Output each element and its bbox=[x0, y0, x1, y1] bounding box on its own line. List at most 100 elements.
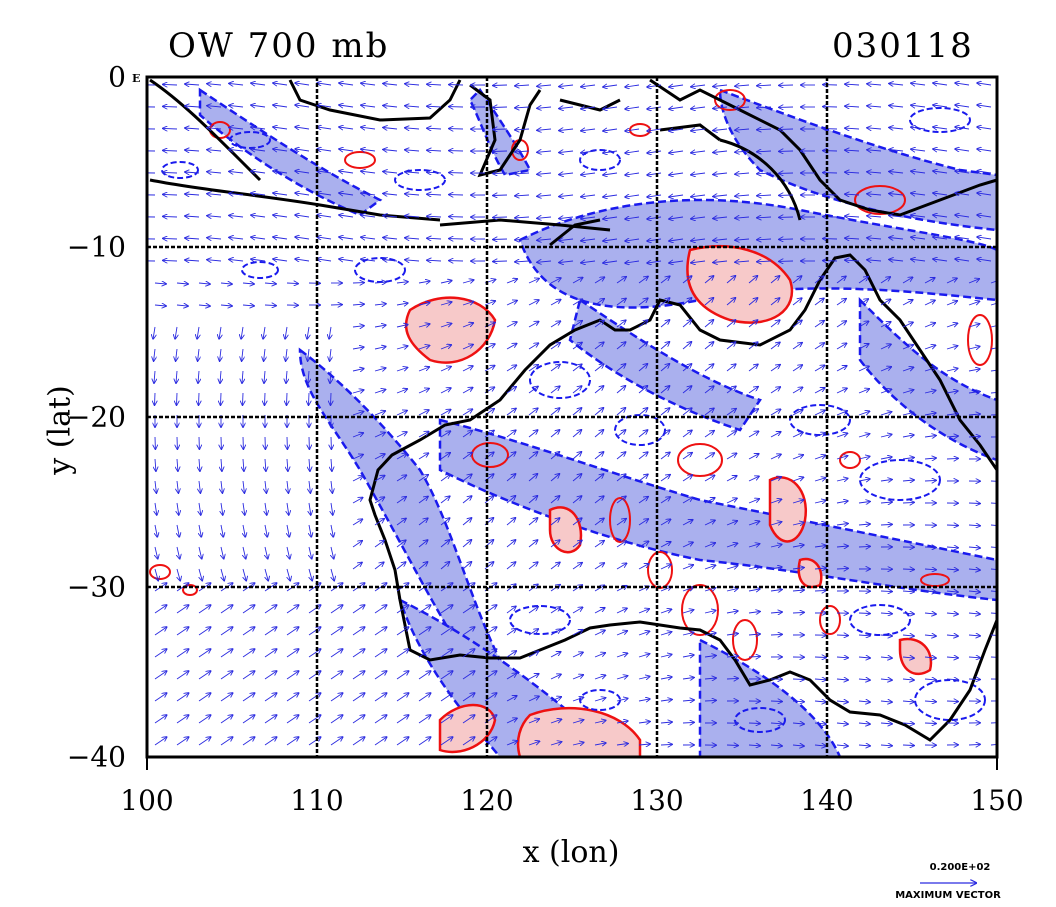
wind-vector bbox=[814, 590, 826, 591]
wind-vector bbox=[902, 635, 914, 636]
wind-vector bbox=[726, 634, 738, 636]
wind-vector bbox=[383, 216, 398, 218]
wind-vector bbox=[682, 632, 694, 635]
wind-vector bbox=[550, 474, 559, 482]
wind-vector bbox=[867, 238, 882, 239]
wind-vector bbox=[506, 718, 517, 724]
wind-vector bbox=[163, 194, 178, 195]
wind-vector bbox=[383, 84, 398, 86]
wind-vector bbox=[506, 387, 516, 394]
wind-vector bbox=[331, 524, 333, 537]
wind-vector bbox=[242, 715, 255, 724]
wind-vector bbox=[669, 85, 684, 87]
wind-vector bbox=[792, 298, 802, 306]
wind-vector bbox=[924, 723, 936, 724]
wind-vector bbox=[968, 547, 980, 548]
wind-vector bbox=[581, 85, 596, 87]
wind-vector bbox=[440, 583, 453, 592]
wind-vector bbox=[154, 348, 155, 361]
wind-vector bbox=[726, 276, 735, 284]
wind-vector bbox=[682, 342, 691, 350]
wind-vector bbox=[845, 128, 860, 129]
wind-vector bbox=[273, 171, 288, 173]
wind-vector bbox=[176, 370, 177, 383]
wind-vector bbox=[559, 261, 574, 263]
wind-vector bbox=[616, 608, 627, 614]
wind-vector bbox=[309, 392, 310, 405]
wind-vector bbox=[792, 568, 804, 570]
wind-vector bbox=[770, 567, 782, 569]
wind-vector bbox=[726, 611, 738, 613]
wind-vector bbox=[858, 679, 870, 680]
wind-vector bbox=[418, 410, 429, 416]
wind-vector bbox=[638, 298, 648, 306]
wind-vector bbox=[792, 387, 803, 394]
wind-vector bbox=[484, 431, 494, 438]
wind-vector bbox=[198, 715, 211, 724]
wind-vector bbox=[273, 193, 288, 195]
wind-vector bbox=[867, 260, 882, 261]
x-tick-label: 110 bbox=[290, 784, 344, 817]
wind-vector bbox=[955, 215, 970, 217]
wind-vector bbox=[352, 715, 365, 724]
wind-vector bbox=[713, 239, 728, 241]
wind-vector bbox=[902, 591, 914, 592]
wind-vector bbox=[427, 194, 442, 195]
wind-vector bbox=[374, 627, 387, 636]
wind-vector bbox=[339, 105, 354, 107]
wind-vector bbox=[726, 566, 738, 569]
wind-vector bbox=[660, 564, 671, 570]
wind-vector bbox=[902, 322, 913, 328]
wind-vector bbox=[273, 105, 288, 107]
wind-vector bbox=[902, 657, 914, 658]
wind-vector bbox=[770, 499, 781, 504]
wind-vector bbox=[902, 435, 914, 437]
wind-vector bbox=[638, 386, 647, 394]
wind-vector bbox=[462, 715, 475, 724]
wind-vector bbox=[836, 366, 847, 372]
wind-vector bbox=[955, 83, 970, 85]
wind-vector bbox=[339, 83, 354, 85]
plot-frame bbox=[145, 75, 999, 759]
wind-vector bbox=[374, 671, 387, 680]
wind-vector bbox=[616, 586, 627, 592]
wind-vector bbox=[440, 605, 453, 614]
wind-vector bbox=[185, 216, 200, 217]
y-tick-label: −20 bbox=[66, 400, 126, 434]
wind-vector bbox=[286, 671, 299, 680]
wind-vector bbox=[572, 720, 584, 723]
wind-vector bbox=[704, 475, 715, 482]
wind-vector bbox=[506, 409, 516, 416]
wind-vector bbox=[295, 237, 310, 239]
wind-vector bbox=[484, 693, 497, 702]
wind-vector bbox=[792, 500, 804, 503]
wind-vector bbox=[229, 105, 244, 107]
wind-vector bbox=[418, 432, 429, 438]
wind-vector bbox=[858, 411, 869, 416]
wind-vector bbox=[251, 215, 266, 217]
wind-vector bbox=[440, 324, 451, 328]
negative-ow-fill bbox=[198, 87, 997, 757]
wind-vector bbox=[243, 546, 246, 559]
wind-vector bbox=[924, 679, 936, 680]
wind-vector bbox=[515, 195, 530, 196]
wind-vector bbox=[198, 283, 210, 284]
wind-vector bbox=[814, 365, 825, 372]
wind-vector bbox=[440, 715, 453, 724]
wind-vector bbox=[616, 408, 625, 416]
wind-vector bbox=[506, 474, 516, 482]
wind-vector bbox=[845, 172, 860, 173]
wind-vector bbox=[836, 321, 846, 328]
wind-vector bbox=[287, 524, 289, 537]
wind-vector bbox=[946, 701, 958, 702]
wind-vector bbox=[770, 544, 782, 547]
wind-vector bbox=[374, 411, 385, 416]
wind-vector bbox=[185, 150, 200, 151]
wind-vector bbox=[924, 480, 936, 481]
wind-vector bbox=[220, 693, 233, 702]
wind-vector bbox=[176, 693, 189, 702]
wind-vector bbox=[572, 299, 582, 306]
wind-vector bbox=[374, 390, 385, 394]
wind-vector bbox=[287, 458, 288, 471]
wind-vector bbox=[581, 129, 596, 131]
